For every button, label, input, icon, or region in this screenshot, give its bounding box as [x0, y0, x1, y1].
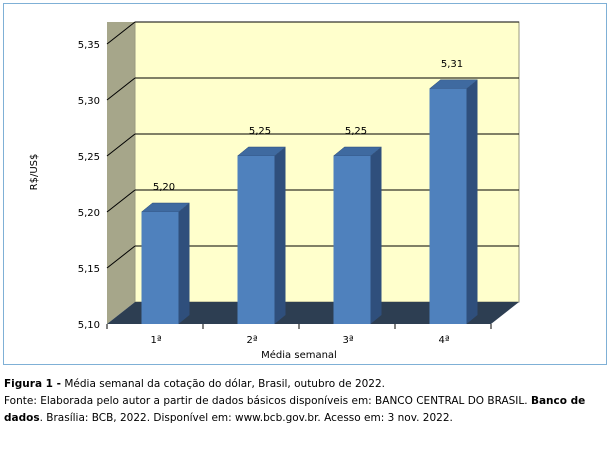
- x-tick-label: 3ª: [342, 335, 353, 346]
- source-prefix: Fonte: Elaborada pelo autor a partir de …: [4, 395, 531, 407]
- bar-chart: 5,10 5,15 5,20 5,25 5,30 5,35 5,20 5,25 5,25 5,3…: [29, 21, 520, 361]
- source-suffix: . Brasília: BCB, 2022. Disponível em: ww…: [39, 412, 453, 424]
- data-label: 5,25: [249, 126, 271, 137]
- x-tick-label: 4ª: [438, 335, 449, 346]
- x-axis-title: Média semanal: [261, 349, 337, 361]
- y-tick-label: 5,15: [78, 264, 100, 275]
- bar: [428, 79, 479, 324]
- figure-title: Média semanal da cotação do dólar, Brasi…: [61, 378, 385, 390]
- grid-line-wall: [106, 21, 136, 45]
- y-tick-label: 5,35: [78, 40, 100, 51]
- chart-floor: [107, 302, 519, 324]
- data-label: 5,20: [153, 182, 175, 193]
- bar-side: [466, 79, 478, 324]
- bar: [236, 146, 287, 324]
- bar-front: [141, 212, 179, 324]
- data-label: 5,31: [441, 59, 463, 70]
- bar: [332, 146, 383, 324]
- bar-side: [274, 147, 286, 324]
- grid-line-wall: [106, 245, 136, 269]
- grid-line-wall: [106, 189, 136, 213]
- x-tick-label: 2ª: [246, 335, 257, 346]
- bar-front: [333, 156, 371, 324]
- data-label: 5,25: [345, 126, 367, 137]
- bar-side: [370, 147, 382, 324]
- y-tick-label: 5,25: [78, 152, 100, 163]
- grid-line-wall: [106, 133, 136, 157]
- source-bold: Banco de dados: [4, 395, 586, 424]
- grid-line-wall: [106, 77, 136, 101]
- y-axis-title: R$/US$: [29, 154, 40, 191]
- y-tick-label: 5,10: [78, 320, 100, 331]
- chart-frame: 5,10 5,15 5,20 5,25 5,30 5,35 5,20 5,25 5,25 5,3…: [3, 3, 607, 365]
- bar-front: [429, 88, 467, 324]
- x-tick-label: 1ª: [150, 335, 161, 346]
- bar: [140, 202, 191, 324]
- y-tick-label: 5,30: [78, 96, 100, 107]
- figure-label: Figura 1 -: [4, 378, 62, 390]
- chart-side-wall: [107, 22, 135, 324]
- figure-source: Fonte: Elaborada pelo autor a partir de …: [4, 393, 604, 427]
- bar-front: [237, 156, 275, 324]
- figure-caption: Figura 1 - Média semanal da cotação do d…: [4, 376, 604, 427]
- y-tick-label: 5,20: [78, 208, 100, 219]
- bar-side: [178, 203, 190, 324]
- figure-title-line: Figura 1 - Média semanal da cotação do d…: [4, 376, 604, 393]
